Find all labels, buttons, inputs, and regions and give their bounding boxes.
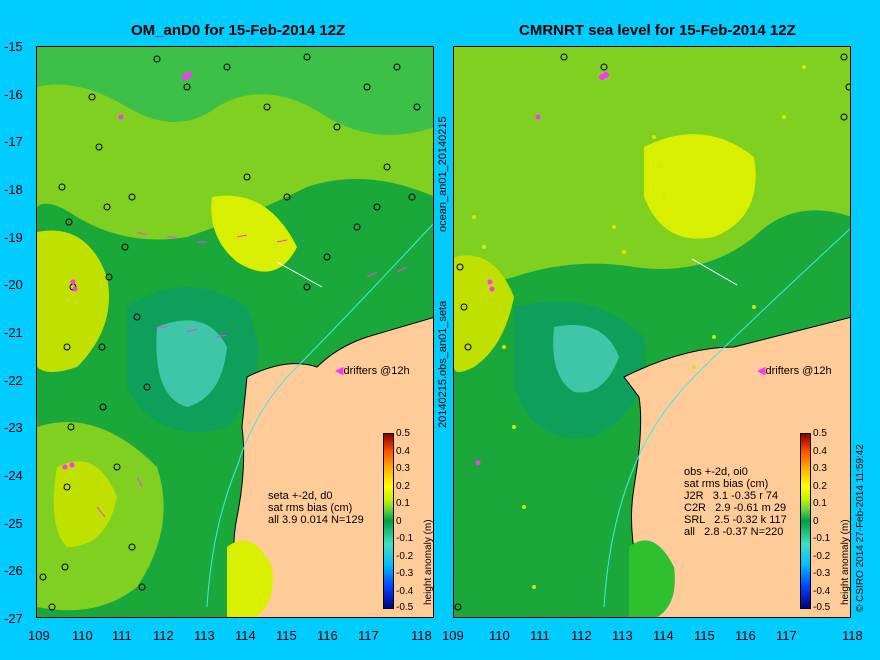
lon-tick: 113 — [612, 628, 633, 643]
lon-tick: 112 — [571, 628, 592, 643]
lon-tick: 114 — [653, 628, 674, 643]
lat-tick: -22 — [4, 373, 23, 388]
stat-line: all 2.8 -0.37 N=220 — [684, 526, 784, 538]
colorbar-tick: 0 — [396, 516, 402, 527]
colorbar-tick: -0.4 — [396, 586, 414, 597]
left-map-title: OM_anD0 for 15-Feb-2014 12Z — [131, 22, 346, 39]
lat-tick: -21 — [4, 325, 23, 340]
left-stats: seta +-2d, d0 sat rms bias (cm) all 3.9 0.… — [268, 490, 364, 526]
colorbar-tick: 0.1 — [396, 498, 410, 509]
right-map-graphic — [454, 47, 850, 617]
colorbar-tick: 0.5 — [396, 428, 410, 439]
colorbar-tick: 0.2 — [396, 481, 410, 492]
colorbar-tick: -0.5 — [813, 602, 831, 613]
left-drifter-label: ◀drifters @12h — [335, 364, 410, 377]
lat-tick: -19 — [4, 230, 23, 245]
colorbar-tick: 0.4 — [813, 446, 827, 457]
colorbar-tick: 0.3 — [813, 463, 827, 474]
lon-tick: 114 — [235, 628, 256, 643]
stat-line: J2R 3.1 -0.35 r 74 — [684, 490, 779, 502]
stat-line: obs +-2d, oi0 — [684, 466, 748, 478]
stat-line: SRL 2.5 -0.32 k 117 — [684, 514, 787, 526]
lat-tick: -15 — [4, 39, 23, 54]
stat-line: sat rms bias (cm) — [268, 502, 353, 514]
colorbar-tick: -0.1 — [396, 533, 414, 544]
colorbar-tick: -0.2 — [396, 551, 414, 562]
right-colorbar-label: height anomaly (m) — [840, 519, 851, 605]
lat-tick: -25 — [4, 516, 23, 531]
colorbar-tick: 0.1 — [813, 498, 827, 509]
lon-tick: 116 — [735, 628, 756, 643]
drifter-icon: ◀ — [757, 365, 766, 377]
left-colorbar — [383, 433, 394, 609]
lon-tick: 110 — [72, 628, 93, 643]
lon-tick: 117 — [776, 628, 797, 643]
lat-tick: -27 — [4, 611, 23, 626]
lat-tick: -23 — [4, 420, 23, 435]
lon-tick: 110 — [489, 628, 510, 643]
colorbar-tick: 0.2 — [813, 481, 827, 492]
lon-tick: 111 — [112, 628, 132, 643]
lon-tick: 116 — [317, 628, 338, 643]
colorbar-tick: 0.4 — [396, 446, 410, 457]
lon-tick: 111 — [530, 628, 550, 643]
lon-tick: 118 — [842, 628, 863, 643]
right-drifter-label: ◀drifters @12h — [757, 364, 832, 377]
lat-tick: -17 — [4, 134, 23, 149]
colorbar-tick: 0.5 — [813, 428, 827, 439]
lon-tick: 112 — [153, 628, 174, 643]
colorbar-tick: 0 — [813, 516, 819, 527]
colorbar-tick: -0.1 — [813, 533, 831, 544]
stat-line: all 3.9 0.014 N=129 — [268, 514, 364, 526]
left-map-graphic — [37, 47, 433, 617]
lon-tick: 115 — [694, 628, 715, 643]
colorbar-tick: -0.3 — [813, 568, 831, 579]
left-map[interactable] — [36, 46, 434, 618]
right-colorbar — [800, 433, 811, 609]
credit-text: © CSIRO 2014 27-Feb-2014 11:59:42 — [855, 444, 866, 612]
lat-tick: -18 — [4, 182, 23, 197]
drifter-icon: ◀ — [335, 365, 344, 377]
lat-tick: -26 — [4, 563, 23, 578]
colorbar-tick: -0.5 — [396, 602, 414, 613]
lat-tick: -24 — [4, 468, 23, 483]
lat-tick: -16 — [4, 87, 23, 102]
left-side-label: ocean_an01_20140215 — [437, 116, 449, 232]
stat-line: sat rms bias (cm) — [684, 478, 769, 490]
right-drifter-text: drifters @12h — [765, 365, 832, 377]
lat-tick: -20 — [4, 277, 23, 292]
lon-tick: 109 — [28, 628, 50, 643]
colorbar-tick: -0.2 — [813, 551, 831, 562]
left-drifter-text: drifters @12h — [343, 365, 410, 377]
between-label: 20140215.obs_an01_seta — [437, 300, 449, 428]
lon-tick: 115 — [276, 628, 297, 643]
lon-tick: 109 — [442, 628, 464, 643]
stat-line: seta +-2d, d0 — [268, 490, 333, 502]
right-stats: obs +-2d, oi0 sat rms bias (cm) J2R 3.1 -0… — [684, 466, 787, 538]
colorbar-tick: -0.4 — [813, 586, 831, 597]
colorbar-tick: -0.3 — [396, 568, 414, 579]
lon-tick: 118 — [411, 628, 432, 643]
stat-line: C2R 2.9 -0.61 m 29 — [684, 502, 787, 514]
lon-tick: 117 — [358, 628, 379, 643]
lon-tick: 113 — [194, 628, 215, 643]
right-map-title: CMRNRT sea level for 15-Feb-2014 12Z — [519, 22, 796, 39]
left-colorbar-label: height anomaly (m) — [423, 519, 434, 605]
right-map[interactable] — [453, 46, 851, 618]
colorbar-tick: 0.3 — [396, 463, 410, 474]
